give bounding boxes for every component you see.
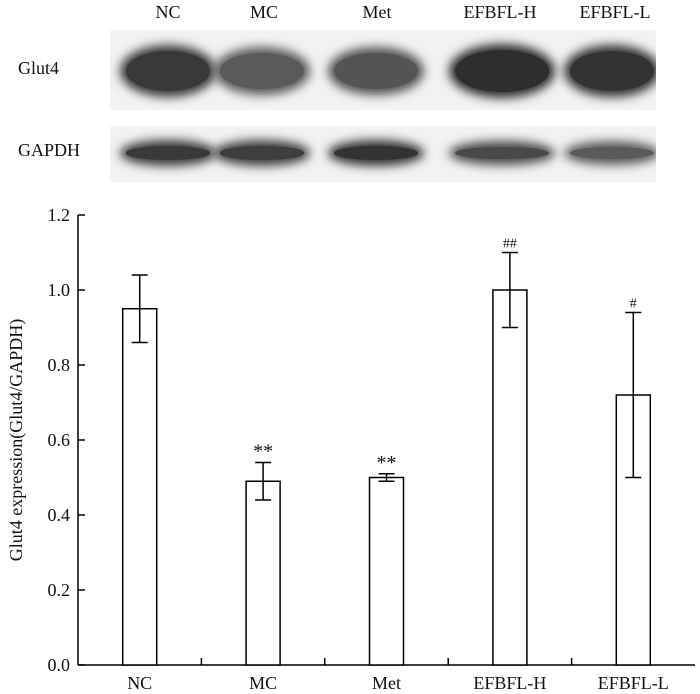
glut4-blot-strip [110, 30, 656, 110]
blot-band-glut4-5 [570, 50, 654, 92]
y-tick-label: 0.4 [48, 505, 71, 525]
blot-lane-label-efbfl-h: EFBFL-H [463, 2, 537, 22]
y-tick-label: 0.6 [48, 430, 71, 450]
blot-lane-label-efbfl-l: EFBFL-L [579, 2, 651, 22]
blot-band-gapdh-4 [455, 146, 549, 160]
blot-band-glut4-2 [220, 52, 304, 90]
x-tick-label: MC [249, 673, 277, 693]
bar-efbfl-h [492, 289, 528, 666]
significance-label: ** [253, 441, 273, 463]
significance-label: ** [377, 452, 397, 474]
blot-row-label-gapdh: GAPDH [18, 140, 81, 160]
blot-row-label-glut4: Glut4 [18, 58, 60, 78]
y-tick-label: 0.2 [48, 580, 71, 600]
blot-lane-label-mc: MC [249, 2, 278, 22]
x-tick-label: NC [127, 673, 152, 693]
blot-band-gapdh-3 [334, 146, 418, 160]
blot-band-glut4-3 [334, 52, 418, 90]
bar-met [368, 476, 405, 666]
blot-lane-label-met: Met [362, 2, 392, 22]
y-tick-label: 0.0 [48, 655, 71, 675]
blot-band-gapdh-1 [126, 146, 210, 160]
blot-band-glut4-4 [455, 50, 549, 92]
y-axis-title: Glut4 expression(Glut4/GAPDH) [6, 319, 27, 561]
significance-label: ## [503, 237, 517, 252]
x-tick-label: EFBFL-H [473, 673, 546, 693]
chart-axes: 0.0 0.2 0.4 0.6 0.8 1.0 1.2 [48, 205, 695, 675]
blot-band-glut4-1 [126, 50, 210, 92]
x-tick-label: Met [372, 673, 401, 693]
y-tick-label: 1.0 [48, 280, 71, 300]
y-tick-label: 1.2 [48, 205, 71, 225]
y-tick-label: 0.8 [48, 355, 71, 375]
bar-mc [245, 480, 281, 666]
significance-label: # [630, 297, 637, 312]
blot-band-gapdh-2 [220, 146, 304, 160]
chart-bars: NC ** MC ** Met ## EFBFL-H # EFBFL-L [121, 237, 669, 693]
bar-nc [121, 308, 158, 666]
gapdh-blot-strip [110, 126, 656, 182]
blot-lane-label-nc: NC [155, 2, 181, 22]
blot-band-gapdh-5 [570, 146, 654, 160]
x-tick-label: EFBFL-L [598, 673, 669, 693]
